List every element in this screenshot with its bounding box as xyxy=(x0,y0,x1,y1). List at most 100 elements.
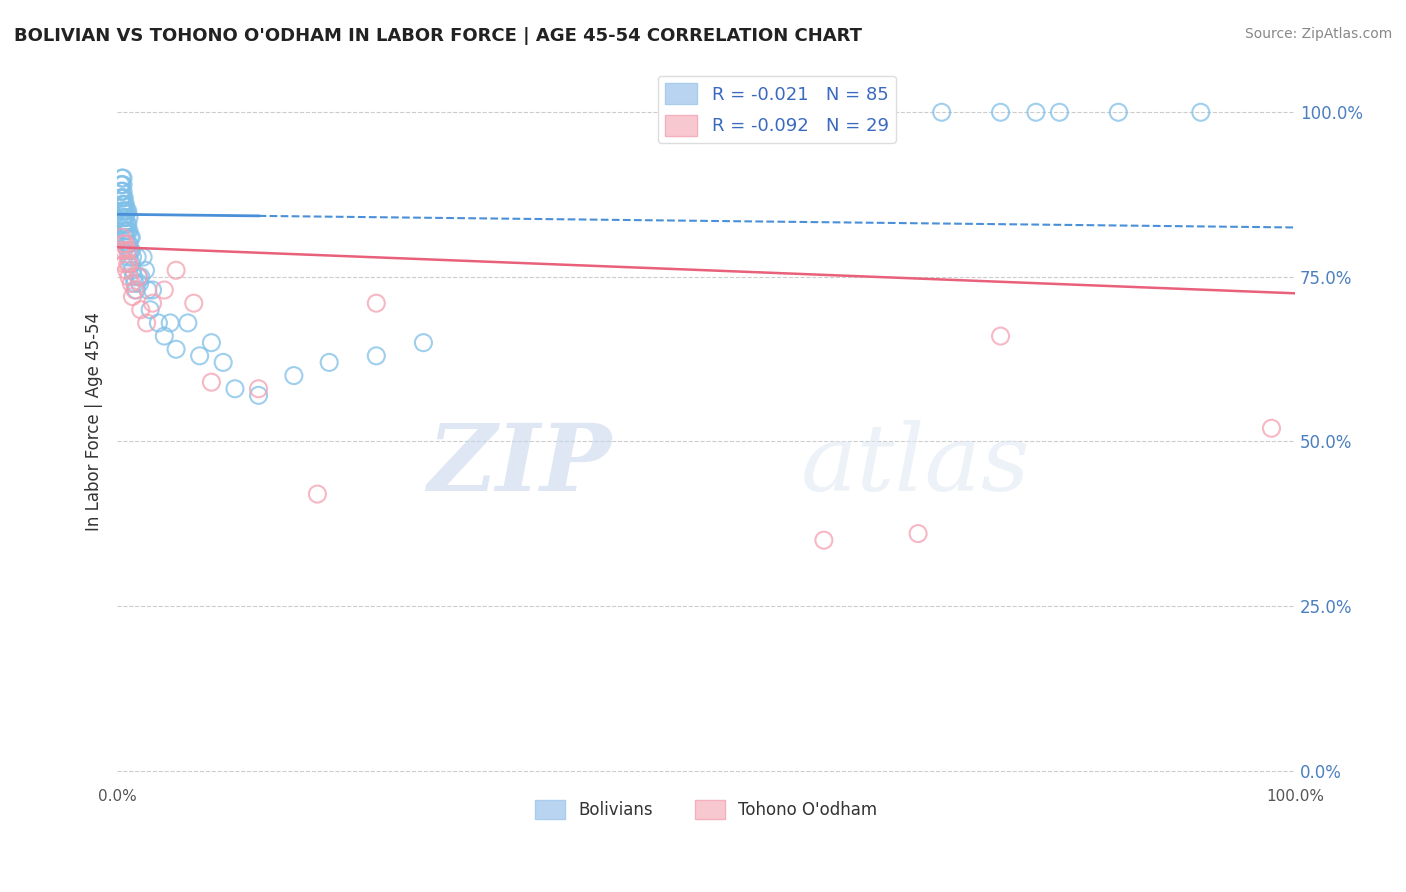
Point xyxy=(1025,105,1047,120)
Point xyxy=(112,178,135,192)
Point xyxy=(135,316,157,330)
Point xyxy=(118,211,141,225)
Point xyxy=(111,230,134,244)
Point xyxy=(148,316,170,330)
Point xyxy=(153,329,176,343)
Point xyxy=(121,263,143,277)
Point xyxy=(117,257,139,271)
Point xyxy=(112,257,135,271)
Point xyxy=(141,296,163,310)
Point xyxy=(183,296,205,310)
Point xyxy=(120,244,142,258)
Point xyxy=(112,197,135,211)
Point xyxy=(188,349,211,363)
Point xyxy=(412,335,434,350)
Point xyxy=(117,217,139,231)
Point xyxy=(115,204,138,219)
Point xyxy=(114,211,136,225)
Point xyxy=(931,105,953,120)
Point xyxy=(212,355,235,369)
Text: Source: ZipAtlas.com: Source: ZipAtlas.com xyxy=(1244,27,1392,41)
Point xyxy=(114,224,136,238)
Point xyxy=(124,283,146,297)
Point xyxy=(990,329,1012,343)
Point xyxy=(112,204,135,219)
Point xyxy=(121,289,143,303)
Point xyxy=(127,269,149,284)
Point xyxy=(120,277,142,291)
Text: ZIP: ZIP xyxy=(427,420,612,510)
Point xyxy=(110,244,132,258)
Point xyxy=(134,263,156,277)
Point xyxy=(366,349,388,363)
Y-axis label: In Labor Force | Age 45-54: In Labor Force | Age 45-54 xyxy=(86,312,103,531)
Point xyxy=(111,191,134,205)
Point xyxy=(117,236,139,251)
Point xyxy=(283,368,305,383)
Point xyxy=(112,184,135,198)
Point xyxy=(117,224,139,238)
Point xyxy=(112,211,135,225)
Point xyxy=(110,178,132,192)
Point xyxy=(117,244,139,258)
Point xyxy=(848,105,870,120)
Point xyxy=(112,244,135,258)
Point xyxy=(118,224,141,238)
Point xyxy=(1189,105,1212,120)
Point xyxy=(112,217,135,231)
Point xyxy=(165,343,187,357)
Point xyxy=(122,269,145,284)
Point xyxy=(112,197,135,211)
Point xyxy=(153,283,176,297)
Point xyxy=(177,316,200,330)
Point xyxy=(129,269,152,284)
Point xyxy=(318,355,340,369)
Point xyxy=(127,250,149,264)
Text: atlas: atlas xyxy=(800,420,1029,510)
Point xyxy=(813,533,835,548)
Point xyxy=(112,191,135,205)
Point xyxy=(136,283,159,297)
Point xyxy=(129,302,152,317)
Point xyxy=(127,269,149,284)
Point xyxy=(307,487,329,501)
Point xyxy=(115,224,138,238)
Point xyxy=(111,178,134,192)
Point xyxy=(120,230,142,244)
Point xyxy=(115,236,138,251)
Point xyxy=(159,316,181,330)
Point xyxy=(112,217,135,231)
Point xyxy=(111,197,134,211)
Point xyxy=(754,105,776,120)
Point xyxy=(111,171,134,186)
Point xyxy=(1049,105,1071,120)
Point xyxy=(114,197,136,211)
Point xyxy=(247,388,270,402)
Point xyxy=(200,335,222,350)
Point xyxy=(118,250,141,264)
Point xyxy=(813,105,835,120)
Point xyxy=(112,171,135,186)
Point xyxy=(117,244,139,258)
Point xyxy=(247,382,270,396)
Legend: Bolivians, Tohono O'odham: Bolivians, Tohono O'odham xyxy=(529,794,884,826)
Point xyxy=(141,283,163,297)
Point xyxy=(120,257,142,271)
Point xyxy=(200,375,222,389)
Point xyxy=(112,211,135,225)
Point xyxy=(789,105,811,120)
Point xyxy=(124,277,146,291)
Point xyxy=(1260,421,1282,435)
Point xyxy=(224,382,246,396)
Point xyxy=(110,191,132,205)
Point xyxy=(111,184,134,198)
Point xyxy=(366,296,388,310)
Point xyxy=(990,105,1012,120)
Point xyxy=(114,236,136,251)
Point xyxy=(118,269,141,284)
Point xyxy=(120,244,142,258)
Point xyxy=(115,263,138,277)
Point xyxy=(115,217,138,231)
Point xyxy=(118,236,141,251)
Point xyxy=(110,184,132,198)
